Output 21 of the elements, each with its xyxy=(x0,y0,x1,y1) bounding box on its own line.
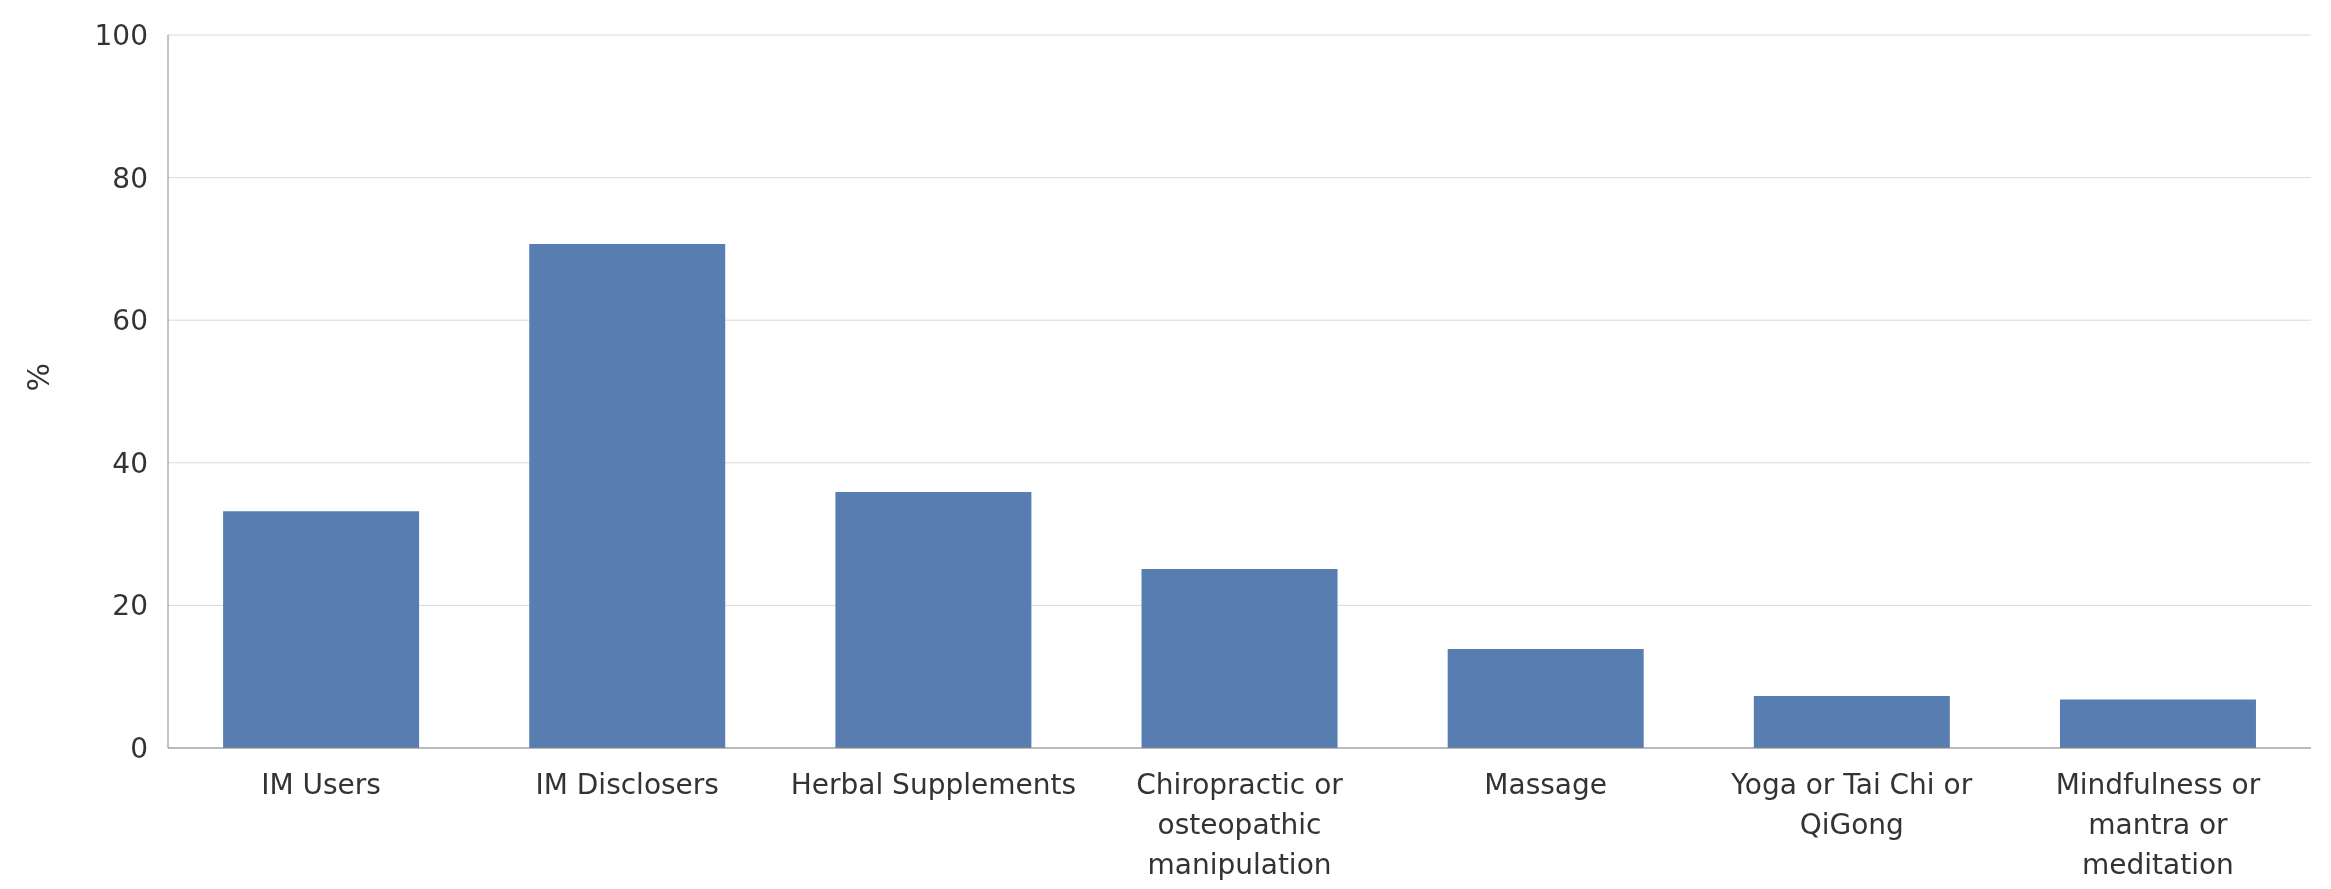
bar xyxy=(835,492,1032,748)
x-tick-label: Chiropractic or osteopathic manipulation xyxy=(1136,768,1344,881)
x-tick-label: Herbal Supplements xyxy=(790,768,1077,801)
y-tick-label: 80 xyxy=(112,161,148,195)
bar xyxy=(1753,695,1950,748)
bar xyxy=(529,243,726,748)
bar xyxy=(2059,699,2256,748)
bar xyxy=(223,511,420,748)
x-tick-label: Yoga or Tai Chi or QiGong xyxy=(1730,768,1973,841)
y-tick-label: 0 xyxy=(130,731,148,765)
y-axis-title: % xyxy=(20,362,56,392)
x-tick-label: Massage xyxy=(1484,768,1607,801)
y-tick-label: 40 xyxy=(112,446,148,480)
bar xyxy=(1141,569,1338,748)
x-tick-label: Mindfulness or mantra or meditation xyxy=(2055,768,2261,881)
bar xyxy=(1447,648,1644,748)
y-tick-label: 20 xyxy=(112,589,148,623)
x-tick-label: IM Users xyxy=(261,768,381,801)
x-tick-label: IM Disclosers xyxy=(535,768,719,801)
y-tick-label: 60 xyxy=(112,304,148,338)
y-tick-label: 100 xyxy=(94,18,148,52)
